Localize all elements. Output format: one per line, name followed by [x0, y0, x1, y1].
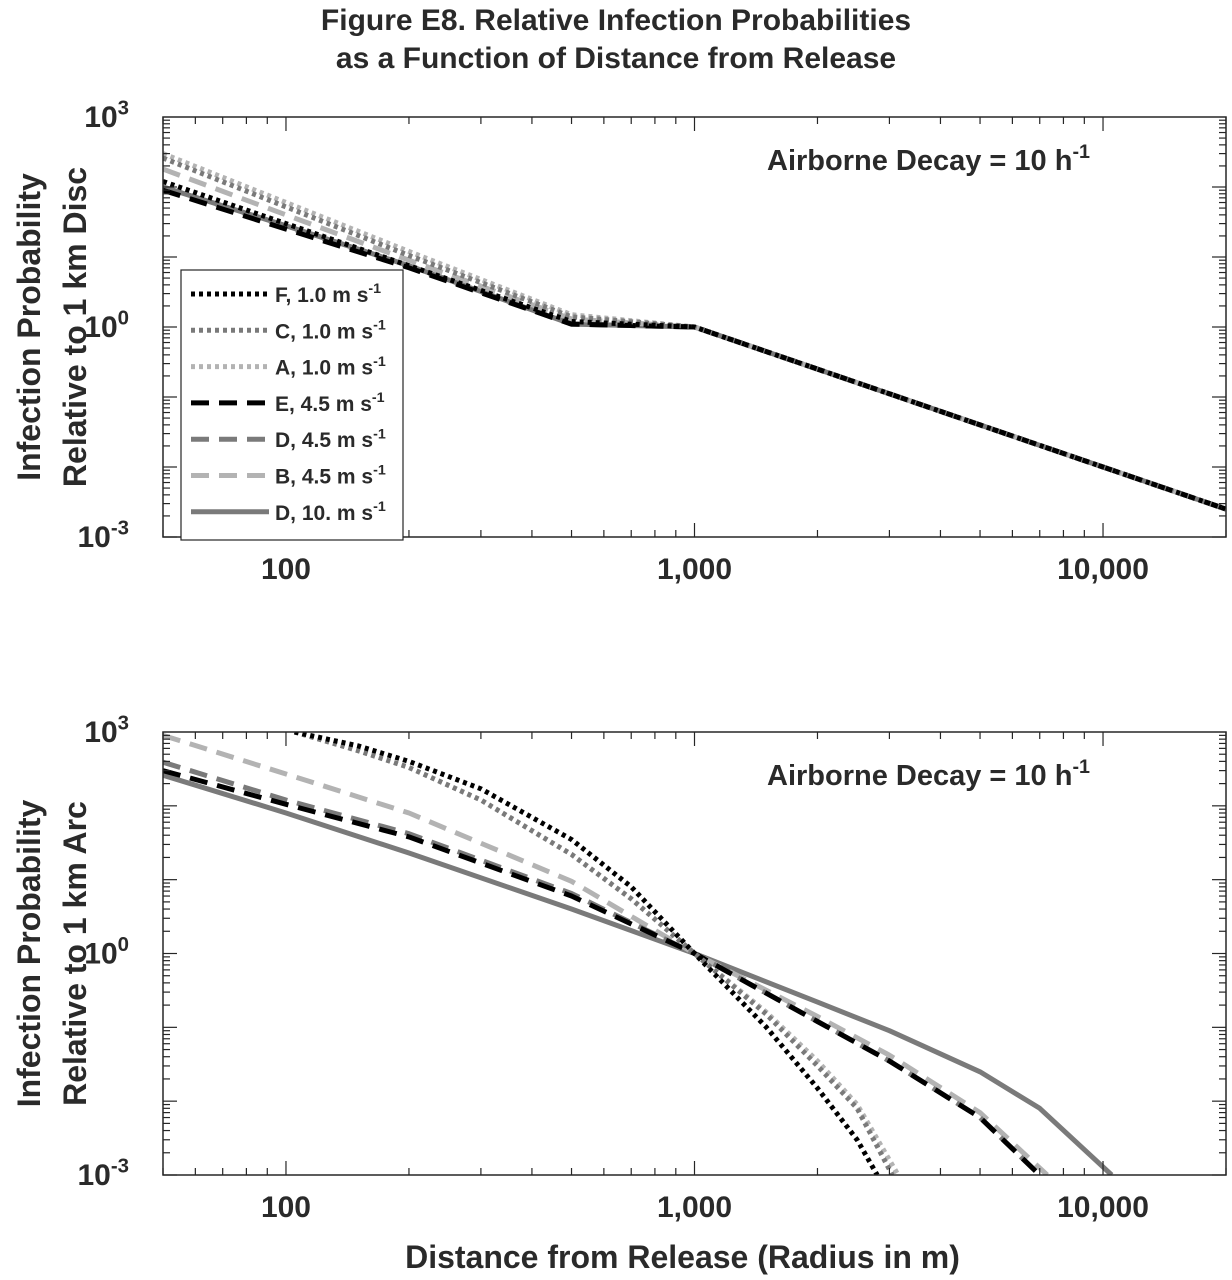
chart-panel-bottom: 100 1,000 10,000 10-3 100 103 Infection Probab…	[11, 712, 1227, 1275]
figure-title-line1: Figure E8. Relative Infection Probabilit…	[320, 4, 912, 37]
y-axis-label-line1: Infection Probability	[11, 800, 47, 1108]
y-tick-label: 103	[84, 712, 129, 749]
decay-annotation: Airborne Decay = 10 h-1	[767, 756, 1090, 792]
series-group	[163, 151, 1226, 512]
y-tick-label: 100	[84, 307, 129, 344]
series-line	[163, 179, 1226, 512]
legend-label: E, 4.5 m s-1	[275, 390, 385, 416]
legend: F, 1.0 m s-1 C, 1.0 m s-1 A, 1.0 m s-1 E, 4…	[180, 269, 404, 541]
legend-label: C, 1.0 m s-1	[275, 317, 386, 343]
y-tick-label: 100	[84, 934, 129, 971]
x-axis-label: Distance from Release (Radius in m)	[405, 1239, 960, 1275]
y-tick-label: 10-3	[77, 517, 129, 554]
figure-title-line2: as a Function of Distance from Release	[335, 42, 897, 75]
series-line	[163, 733, 1049, 1175]
x-tick-label: 100	[261, 1191, 311, 1224]
figure-title: Figure E8. Relative Infection Probabilit…	[0, 2, 1232, 78]
series-line	[163, 772, 1114, 1175]
series-line	[293, 732, 901, 1175]
x-tick-label: 10,000	[1057, 553, 1149, 586]
series-line	[163, 768, 1042, 1175]
chart-panel-top: 100 1,000 10,000 10-3 100 103 Infection Probab…	[11, 97, 1227, 586]
decay-annotation: Airborne Decay = 10 h-1	[767, 141, 1090, 177]
legend-label: B, 4.5 m s-1	[275, 463, 386, 489]
x-tick-label: 10,000	[1057, 1191, 1149, 1224]
y-tick-label: 103	[84, 97, 129, 134]
x-tick-label: 1,000	[657, 553, 732, 586]
legend-label: D, 4.5 m s-1	[275, 426, 386, 452]
x-tick-label: 1,000	[657, 1191, 732, 1224]
x-tick-label: 100	[261, 553, 311, 586]
series-line	[294, 732, 880, 1175]
y-axis-label-line1: Infection Probability	[11, 173, 47, 481]
y-tick-label: 10-3	[77, 1155, 129, 1192]
series-group	[163, 732, 1114, 1175]
series-line	[293, 732, 895, 1175]
legend-label: F, 1.0 m s-1	[275, 281, 381, 307]
legend-box	[180, 269, 404, 541]
series-line	[163, 187, 1226, 512]
series-line	[163, 759, 1042, 1175]
legend-label: D, 10. m s-1	[275, 499, 386, 525]
y-axis-label-line2: Relative to 1 km Disc	[57, 167, 93, 487]
legend-label: A, 1.0 m s-1	[275, 354, 386, 380]
y-axis-label-line2: Relative to 1 km Arc	[57, 801, 93, 1106]
series-line	[163, 166, 1226, 512]
